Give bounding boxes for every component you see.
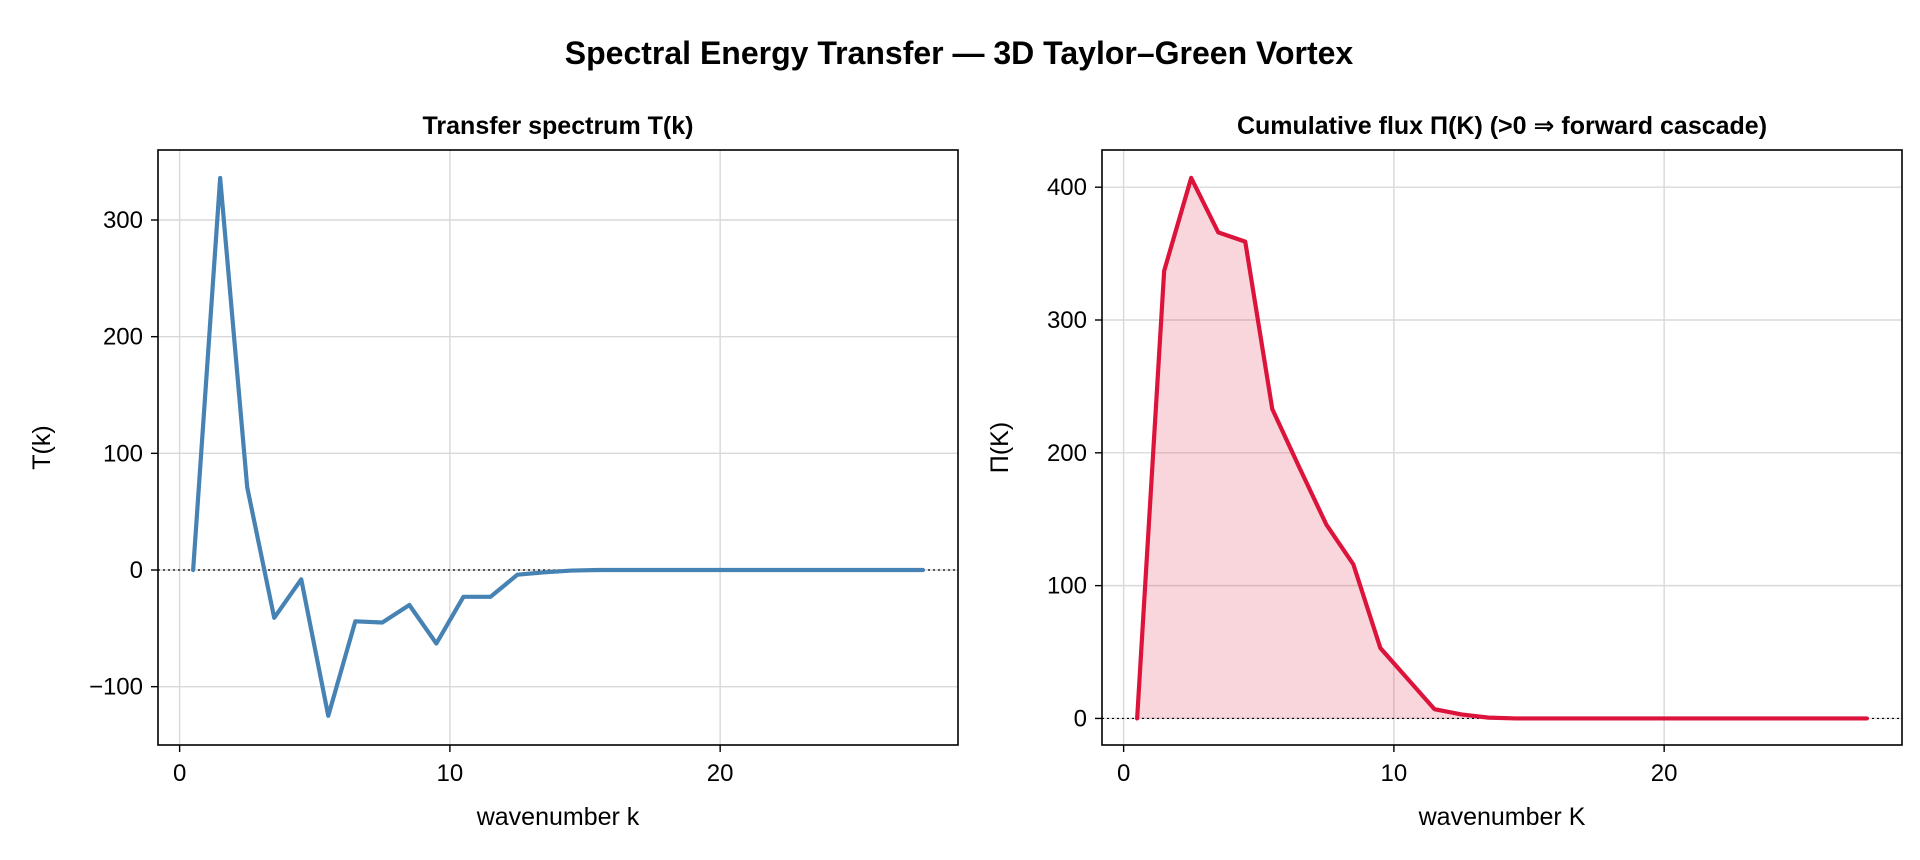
- plot-area: [158, 150, 958, 745]
- data-point: [786, 568, 790, 572]
- data-point: [1649, 716, 1653, 721]
- data-point: [596, 568, 601, 572]
- plot-area: [1102, 150, 1902, 745]
- data-point: [894, 568, 898, 572]
- data-point: [1459, 712, 1464, 717]
- x-tick-label: 0: [173, 760, 186, 787]
- y-tick-label: −100: [89, 674, 143, 701]
- x-tick-label: 10: [437, 760, 464, 787]
- x-tick-label: 10: [1381, 760, 1408, 787]
- data-point: [1513, 716, 1518, 721]
- series-line: [1135, 175, 1869, 721]
- transfer-spectrum-panel: 0 10 20 −100 0 100 200 300 Transfer spectrum T(k…: [28, 112, 959, 831]
- data-point: [1351, 562, 1355, 566]
- data-point: [650, 568, 655, 572]
- data-point: [299, 577, 303, 581]
- data-point: [1594, 716, 1599, 721]
- data-point: [542, 570, 547, 574]
- data-point: [1162, 269, 1166, 273]
- data-point: [1432, 707, 1437, 711]
- data-point: [1378, 646, 1382, 650]
- data-point: [326, 714, 330, 718]
- data-point: [407, 603, 411, 607]
- data-point: [1135, 716, 1139, 721]
- data-point: [759, 568, 763, 572]
- y-tick-label: 200: [103, 324, 143, 351]
- data-point: [921, 568, 925, 572]
- data-point: [1838, 716, 1842, 721]
- data-point: [1784, 716, 1788, 721]
- data-point: [1757, 716, 1761, 721]
- data-point: [218, 176, 222, 180]
- data-point: [434, 641, 438, 646]
- data-point: [569, 568, 574, 573]
- data-point: [353, 619, 357, 623]
- data-point: [1622, 716, 1626, 721]
- data-point: [461, 595, 466, 599]
- data-point: [488, 595, 493, 599]
- y-axis-label: T(k): [28, 425, 56, 469]
- plot-frame: [1101, 149, 1903, 746]
- data-point: [1297, 465, 1301, 470]
- y-tick-label: 0: [130, 557, 143, 584]
- data-point: [813, 568, 817, 572]
- y-tick-label: 100: [1047, 573, 1087, 600]
- data-point: [380, 620, 384, 625]
- y-tick-label: 300: [103, 207, 143, 234]
- panel-title: Transfer spectrum T(k): [423, 112, 694, 140]
- data-point: [1567, 716, 1572, 721]
- data-point: [705, 568, 709, 572]
- data-point: [1703, 716, 1707, 721]
- data-point: [1324, 522, 1328, 527]
- x-tick-label: 20: [1651, 760, 1678, 787]
- figure-title: Spectral Energy Transfer — 3D Taylor–Gre…: [565, 35, 1354, 71]
- data-point: [1216, 230, 1220, 234]
- data-point: [840, 568, 844, 572]
- data-point: [1243, 240, 1247, 244]
- x-tick-label: 20: [707, 760, 734, 787]
- data-point: [1676, 716, 1680, 721]
- data-point: [1486, 716, 1491, 720]
- data-point: [191, 568, 195, 572]
- data-point: [678, 568, 682, 572]
- data-point: [272, 616, 276, 620]
- data-point: [245, 485, 249, 489]
- y-tick-label: 400: [1047, 174, 1087, 201]
- data-point: [1270, 407, 1274, 411]
- x-axis-label: wavenumber k: [476, 803, 640, 831]
- data-point: [1540, 716, 1545, 721]
- panel-title: Cumulative flux Π(K) (>0 ⇒ forward casca…: [1237, 112, 1767, 140]
- data-point: [732, 568, 736, 572]
- series-line: [191, 175, 925, 718]
- y-axis-label: Π(K): [986, 422, 1014, 473]
- data-point: [623, 568, 628, 572]
- data-point: [867, 568, 871, 572]
- data-point: [1865, 716, 1869, 721]
- x-axis-label: wavenumber K: [1418, 803, 1586, 831]
- data-point: [1189, 176, 1193, 180]
- data-point: [1405, 676, 1410, 681]
- data-point: [1811, 716, 1815, 721]
- data-point: [515, 573, 520, 577]
- y-tick-label: 200: [1047, 440, 1087, 467]
- x-tick-label: 0: [1117, 760, 1130, 787]
- plot-frame: [157, 149, 959, 746]
- y-tick-label: 100: [103, 440, 143, 467]
- y-tick-label: 300: [1047, 307, 1087, 334]
- series-fill-area: [1137, 177, 1867, 719]
- y-tick-label: 0: [1074, 705, 1087, 732]
- data-point: [1730, 716, 1734, 721]
